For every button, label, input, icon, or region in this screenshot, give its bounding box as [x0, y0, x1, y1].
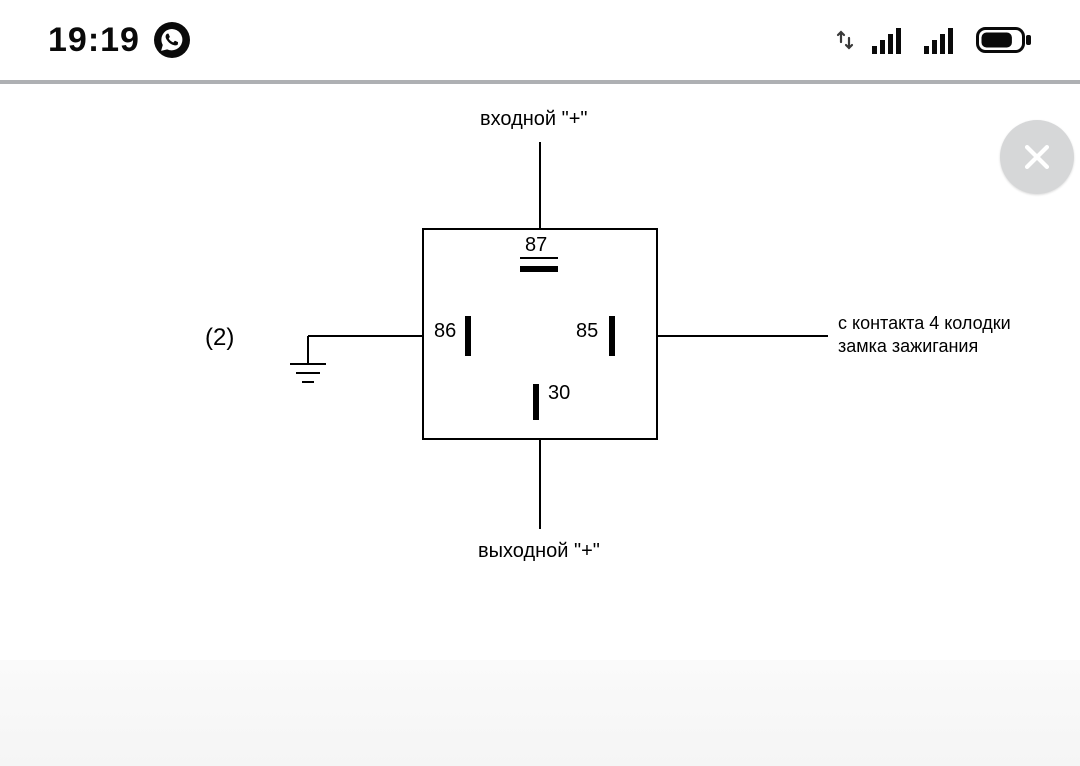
diagram-svg	[0, 84, 1080, 664]
note-line2: замка зажигания	[838, 336, 978, 356]
close-icon	[1020, 140, 1054, 174]
clock: 19:19	[48, 21, 140, 60]
pin-86-tick	[465, 316, 471, 356]
pin-30-label: 30	[548, 382, 570, 405]
pin-87-label: 87	[525, 234, 547, 257]
pin-30-tick	[533, 384, 539, 420]
pin-87-tick	[520, 266, 558, 272]
relay-diagram: входной "+" выходной "+" 87 30 86 85 (2)…	[0, 84, 1080, 664]
note-ignition: с контакта 4 колодки замка зажигания	[838, 312, 1011, 357]
status-left: 19:19	[48, 21, 190, 60]
signal-2-icon	[924, 26, 958, 54]
signal-1-icon	[872, 26, 906, 54]
note-line1: с контакта 4 колодки	[838, 313, 1011, 333]
battery-icon	[976, 26, 1032, 54]
close-button[interactable]	[1000, 120, 1074, 194]
pin-85-tick	[609, 316, 615, 356]
diagram-index: (2)	[205, 324, 234, 352]
relay-box	[423, 229, 657, 439]
status-bar: 19:19	[0, 0, 1080, 80]
label-input-plus: входной "+"	[480, 108, 588, 131]
status-right	[836, 26, 1032, 54]
label-output-plus: выходной "+"	[478, 540, 600, 563]
pin-85-label: 85	[576, 320, 598, 343]
pin-86-label: 86	[434, 320, 456, 343]
ground-icon	[290, 336, 326, 382]
whatsapp-icon	[154, 22, 190, 58]
bottom-shadow	[0, 660, 1080, 766]
content-area: входной "+" выходной "+" 87 30 86 85 (2)…	[0, 80, 1080, 766]
data-arrows-icon	[836, 29, 854, 51]
